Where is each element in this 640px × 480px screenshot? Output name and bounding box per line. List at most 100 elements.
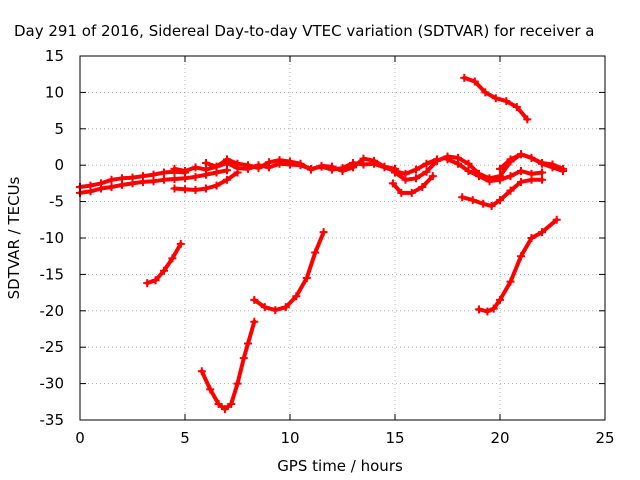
data-point [380,162,389,171]
data-point [233,168,242,177]
data-point [412,174,420,183]
data-point [548,160,557,169]
data-series-4 [170,168,242,194]
data-point [202,184,210,193]
data-point [271,306,280,315]
data-point [311,248,320,257]
data-point [160,168,168,177]
data-point [292,292,301,301]
data-point [422,159,431,168]
data-point [491,94,500,103]
data-point [223,175,231,184]
y-tick-label: 0 [54,156,64,174]
data-point [349,163,357,172]
data-series-12 [197,317,259,414]
data-point [428,172,437,181]
data-point [244,339,252,348]
x-tick-label: 15 [385,429,404,447]
data-point [128,173,137,182]
data-point [517,167,525,176]
data-point [206,385,215,394]
data-point [197,367,206,376]
data-point [220,405,229,414]
data-point [512,102,521,111]
data-point [233,159,242,168]
data-point [86,181,95,190]
data-point [191,163,200,172]
x-tick-label: 5 [180,429,190,447]
series-line [145,241,183,286]
data-point [181,167,189,176]
data-point [281,303,290,312]
grid-lines [80,56,605,420]
x-tick-label: 25 [595,429,614,447]
plot-frame [79,55,606,421]
data-series-10 [460,73,532,124]
data-point [239,354,248,363]
data-point [275,156,284,165]
data-point [468,196,477,205]
data-point [517,177,525,186]
data-point [496,196,504,205]
data-point [214,399,223,408]
data-point [418,183,427,192]
data-point [475,305,483,314]
data-point [454,159,462,168]
data-point [223,166,231,175]
data-point [538,159,546,168]
data-point [212,181,221,190]
data-point [412,165,420,174]
data-point [483,307,492,316]
data-series-3 [202,154,399,176]
data-point [191,172,200,181]
data-point [370,156,378,165]
data-series-6 [443,155,546,186]
data-point [176,239,185,248]
y-tick-label: 10 [45,83,64,101]
data-point [223,155,231,164]
data-point [170,164,179,173]
data-point [168,254,177,263]
data-point [244,161,252,170]
data-point [506,277,515,286]
data-point [552,215,561,224]
data-point [181,185,189,194]
data-point [407,188,416,197]
data-point [191,185,200,194]
data-point [143,279,152,288]
data-point [527,234,536,242]
data-point [151,276,160,285]
data-point [485,177,494,186]
y-tick-label: -15 [40,265,65,283]
y-tick-label: -30 [40,375,65,393]
data-point [517,150,525,159]
data-point [160,266,168,275]
data-point [397,188,406,197]
data-point [170,184,179,193]
data-point [307,165,315,174]
data-point [464,167,473,176]
x-axis-title: GPS time / hours [277,457,403,475]
data-point [302,274,311,283]
data-point [286,157,294,166]
x-tick-label: 10 [280,429,299,447]
data-point [481,88,490,97]
data-point [496,175,504,184]
y-tick-label: -20 [40,302,65,320]
data-series-11 [143,239,185,288]
data-point [149,170,158,179]
data-point [502,97,511,106]
data-series-9 [458,175,546,210]
series-line [460,177,544,208]
data-point [443,155,452,164]
data-point [338,167,347,176]
data-point [458,193,467,202]
series-line [252,230,326,313]
data-point [319,228,328,237]
data-point [538,228,546,237]
data-point [233,379,242,388]
data-point [464,159,473,168]
data-point [139,172,147,181]
data-series-14 [475,215,561,316]
